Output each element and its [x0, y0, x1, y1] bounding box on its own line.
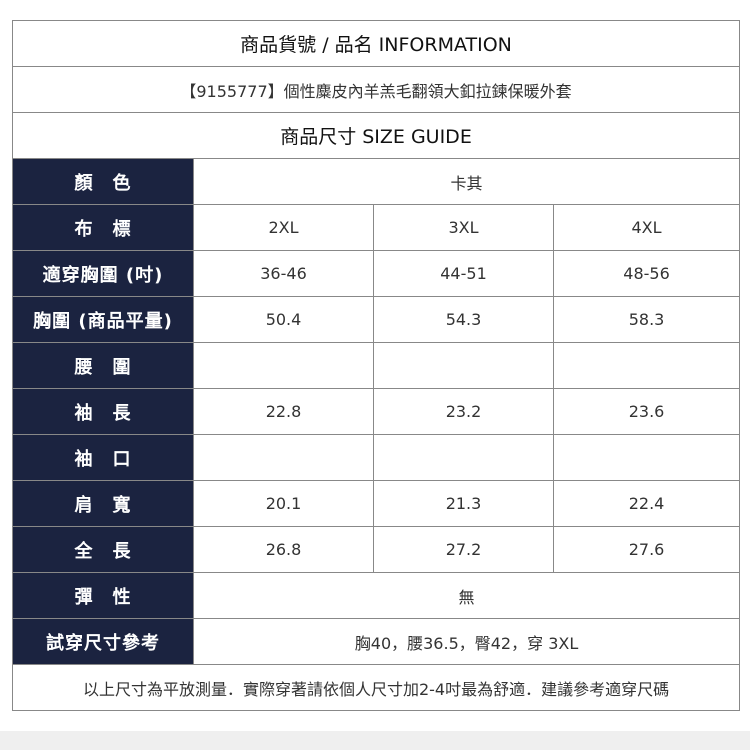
size-header-row: 商品尺寸 SIZE GUIDE [11, 112, 741, 159]
cell: 22.8 [193, 388, 374, 435]
row-label: 布 標 [12, 204, 194, 251]
cell: 3XL [373, 204, 554, 251]
cell: 27.2 [373, 526, 554, 573]
table-row: 彈 性 無 [12, 572, 741, 619]
table-row: 袖 口 [12, 434, 741, 481]
cell [552, 342, 741, 389]
cell [552, 434, 741, 481]
row-label: 全 長 [12, 526, 194, 573]
table-row: 袖 長 22.8 23.2 23.6 [12, 388, 741, 435]
stretch-value: 無 [192, 572, 741, 619]
table-row: 布 標 2XL 3XL 4XL [12, 204, 741, 251]
cell: 26.8 [193, 526, 374, 573]
cell: 22.4 [552, 480, 741, 527]
product-row: 【9155777】個性麋皮內羊羔毛翻領大釦拉鍊保暖外套 [11, 66, 741, 113]
cell: 20.1 [193, 480, 374, 527]
cell [193, 434, 374, 481]
table-row: 全 長 26.8 27.2 27.6 [12, 526, 741, 573]
row-label: 袖 口 [12, 434, 194, 481]
cell [193, 342, 374, 389]
cell: 54.3 [373, 296, 554, 343]
table-row: 試穿尺寸參考 胸40，腰36.5，臀42，穿 3XL [12, 618, 741, 665]
row-label: 試穿尺寸參考 [12, 618, 194, 665]
row-label: 胸圍 (商品平量) [12, 296, 194, 343]
size-guide-header: 商品尺寸 SIZE GUIDE [11, 112, 741, 159]
row-label: 腰 圍 [12, 342, 194, 389]
product-name: 【9155777】個性麋皮內羊羔毛翻領大釦拉鍊保暖外套 [11, 66, 741, 113]
cell: 2XL [193, 204, 374, 251]
row-label: 顏 色 [12, 158, 194, 205]
row-label: 袖 長 [12, 388, 194, 435]
cell: 58.3 [552, 296, 741, 343]
cell: 50.4 [193, 296, 374, 343]
cell: 23.6 [552, 388, 741, 435]
cell: 4XL [552, 204, 741, 251]
cell: 36-46 [193, 250, 374, 297]
trial-value: 胸40，腰36.5，臀42，穿 3XL [192, 618, 741, 665]
row-label: 適穿胸圍 (吋) [12, 250, 194, 297]
color-value: 卡其 [192, 158, 741, 205]
measurement-note: 以上尺寸為平放測量．實際穿著請依個人尺寸加2-4吋最為舒適．建議參考適穿尺碼 [11, 664, 741, 711]
info-header: 商品貨號 / 品名 INFORMATION [11, 20, 741, 67]
table-row: 胸圍 (商品平量) 50.4 54.3 58.3 [12, 296, 741, 343]
table-row: 腰 圍 [12, 342, 741, 389]
size-guide-table: 商品貨號 / 品名 INFORMATION 【9155777】個性麋皮內羊羔毛翻… [11, 20, 741, 711]
table-row: 適穿胸圍 (吋) 36-46 44-51 48-56 [12, 250, 741, 297]
cell [373, 434, 554, 481]
cell [373, 342, 554, 389]
cell: 23.2 [373, 388, 554, 435]
note-row: 以上尺寸為平放測量．實際穿著請依個人尺寸加2-4吋最為舒適．建議參考適穿尺碼 [11, 664, 741, 711]
cell: 44-51 [373, 250, 554, 297]
cell: 21.3 [373, 480, 554, 527]
page-bottom-band [0, 731, 750, 750]
cell: 27.6 [552, 526, 741, 573]
cell: 48-56 [552, 250, 741, 297]
table-row: 顏 色 卡其 [12, 158, 741, 205]
info-header-row: 商品貨號 / 品名 INFORMATION [11, 20, 741, 67]
row-label: 肩 寬 [12, 480, 194, 527]
table-row: 肩 寬 20.1 21.3 22.4 [12, 480, 741, 527]
row-label: 彈 性 [12, 572, 194, 619]
